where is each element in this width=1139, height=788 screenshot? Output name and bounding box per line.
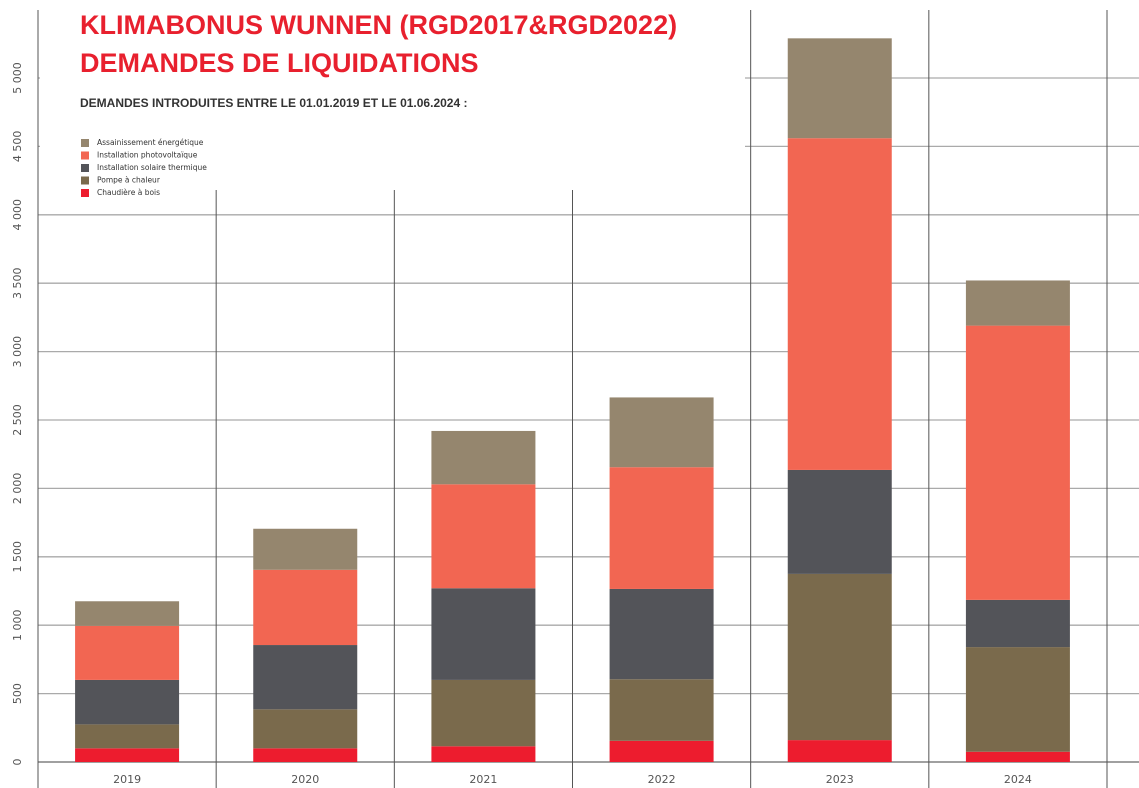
bar-segment <box>253 569 358 646</box>
bar-segment <box>787 138 892 470</box>
bar-segment <box>609 679 714 741</box>
y-tick-label: 5 000 <box>11 62 24 94</box>
legend-label: Installation photovoltaïque <box>97 151 198 160</box>
bar-segment <box>609 588 714 680</box>
bar-segment <box>253 709 358 749</box>
bar-segment <box>787 740 892 762</box>
x-tick-label: 2020 <box>291 773 319 786</box>
x-tick-label: 2019 <box>113 773 141 786</box>
chart-title: DEMANDES DE LIQUIDATIONS <box>80 48 479 78</box>
bar-segment <box>965 647 1070 752</box>
x-tick-label: 2021 <box>469 773 497 786</box>
bar-segment <box>609 467 714 589</box>
bars <box>75 38 1070 762</box>
bar-segment <box>965 751 1070 762</box>
y-tick-label: 3 500 <box>11 267 24 299</box>
bar-segment <box>787 469 892 574</box>
bar-segment <box>253 748 358 762</box>
legend-label: Installation solaire thermique <box>97 163 207 172</box>
legend-label: Pompe à chaleur <box>97 176 161 185</box>
bar-segment <box>431 746 536 762</box>
x-tick-label: 2024 <box>1004 773 1032 786</box>
bar-segment <box>253 528 358 570</box>
y-tick-label: 4 000 <box>11 199 24 231</box>
y-tick-label: 1 000 <box>11 609 24 641</box>
bar-segment <box>431 588 536 680</box>
legend: Assainissement énergétique Installation p… <box>81 138 207 197</box>
bar-segment <box>75 601 180 626</box>
x-tick-label: 2022 <box>648 773 676 786</box>
y-tick-label: 500 <box>11 683 24 704</box>
legend-swatch <box>81 176 89 185</box>
legend-label: Chaudière à bois <box>97 188 160 197</box>
bar-segment <box>75 679 180 725</box>
bar-segment <box>431 484 536 589</box>
chart-subtitle: DEMANDES INTRODUITES ENTRE LE 01.01.2019… <box>80 96 467 110</box>
bar-segment <box>431 679 536 747</box>
title-box <box>40 0 745 190</box>
y-tick-label: 4 500 <box>11 131 24 163</box>
bar-segment <box>431 430 536 485</box>
bar-segment <box>75 625 180 680</box>
x-tick-label: 2023 <box>826 773 854 786</box>
bar-segment <box>253 645 358 710</box>
bar-segment <box>75 748 180 762</box>
bar-segment <box>75 724 180 749</box>
chart-title: KLIMABONUS WUNNEN (RGD2017&RGD2022) <box>80 10 677 40</box>
legend-label: Assainissement énergétique <box>97 138 204 147</box>
bar-segment <box>609 740 714 762</box>
y-tick-label: 2 500 <box>11 404 24 436</box>
y-tick-label: 1 500 <box>11 541 24 573</box>
legend-swatch <box>81 139 89 147</box>
legend-swatch <box>81 189 89 197</box>
legend-swatch <box>81 164 89 172</box>
y-tick-label: 2 000 <box>11 473 24 505</box>
bar-segment <box>965 325 1070 600</box>
legend-swatch <box>81 151 89 160</box>
bar-segment <box>609 397 714 468</box>
y-tick-label: 0 <box>11 759 24 766</box>
bar-segment <box>787 38 892 139</box>
bar-segment <box>965 599 1070 648</box>
bar-segment <box>965 280 1070 326</box>
bar-segment <box>787 573 892 741</box>
y-tick-label: 3 000 <box>11 336 24 368</box>
